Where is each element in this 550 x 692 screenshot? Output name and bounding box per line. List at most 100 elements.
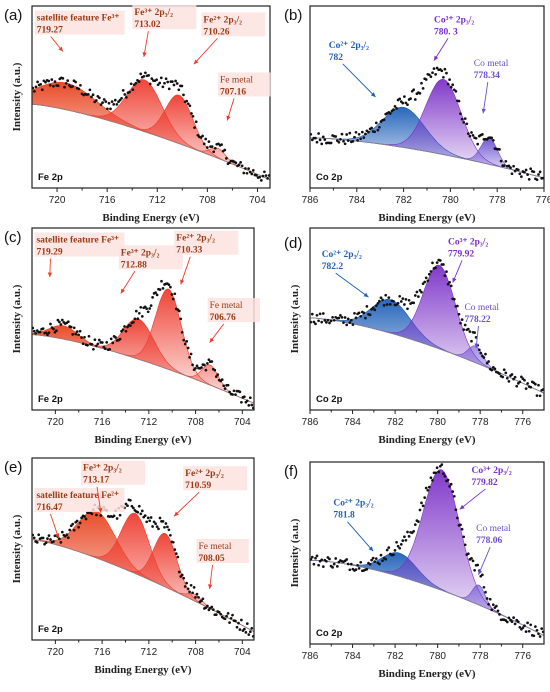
peak-title: Co³⁺ 2p₃/₂ [434, 15, 474, 25]
arrow-head [370, 92, 376, 97]
data-point [318, 138, 322, 142]
data-point [185, 340, 189, 343]
arrow-head [368, 546, 374, 552]
data-point [393, 549, 397, 552]
data-point [158, 288, 162, 291]
data-point [354, 316, 358, 320]
annotation-arrow [347, 521, 374, 552]
data-point [346, 317, 350, 321]
data-point [193, 126, 196, 129]
data-point [513, 622, 517, 626]
data-point [79, 83, 82, 87]
data-point [206, 604, 209, 608]
data-point [454, 508, 458, 512]
data-point [103, 347, 107, 351]
annotation-arrow [342, 63, 376, 98]
data-point [310, 555, 314, 559]
data-point [335, 565, 339, 568]
arrow-head [98, 507, 103, 513]
data-point [140, 315, 144, 318]
data-point [121, 328, 125, 331]
data-point [459, 321, 462, 325]
spectrum-label: Co 2p [316, 172, 343, 183]
annotation-arrow [482, 81, 489, 114]
peak-title: satellite feature Fe³⁺ [36, 236, 119, 246]
data-point [247, 633, 251, 636]
data-point [374, 304, 378, 308]
panel-a: 720 716 712 708 704 Binding Energy (eV) Intens… [4, 5, 271, 224]
plot-frame [309, 227, 545, 411]
data-point [526, 173, 529, 176]
data-point [186, 102, 190, 106]
data-point [345, 323, 349, 327]
data-point [374, 121, 378, 125]
data-point [343, 316, 347, 319]
peak-value: 706.76 [210, 313, 236, 323]
plot-frame [309, 461, 545, 645]
data-point [121, 89, 125, 92]
data-point [118, 513, 122, 517]
data-point [312, 562, 316, 566]
data-point [423, 280, 427, 284]
x-tick-label: 712 [140, 417, 157, 428]
data-point [434, 471, 437, 475]
panel-b: 786 784 782 780 778 776 Binding Energy (eV) (b)… [284, 5, 550, 224]
data-point [166, 525, 169, 529]
annotation-background [81, 460, 146, 485]
data-point [123, 93, 127, 96]
data-point [460, 318, 464, 321]
data-point [186, 587, 190, 591]
data-point [520, 175, 523, 178]
data-point [60, 530, 64, 534]
data-point [56, 84, 60, 88]
data-point [392, 553, 395, 557]
x-tick-label: 720 [47, 647, 64, 658]
data-point [52, 540, 55, 543]
data-point [427, 73, 431, 77]
data-point [523, 170, 526, 174]
panel-e: 720 716 712 708 704 Binding Energy (eV) Intens… [4, 457, 255, 676]
peak-value: 719.27 [37, 26, 63, 36]
data-point [34, 85, 38, 89]
data-point [266, 177, 269, 180]
data-point [340, 132, 344, 136]
data-point [329, 319, 333, 323]
data-point [343, 142, 347, 146]
data-point [201, 134, 204, 138]
data-point [398, 97, 402, 101]
data-points [310, 66, 544, 182]
data-point [202, 142, 206, 146]
data-point [388, 303, 392, 306]
data-point [167, 528, 171, 532]
data-point [398, 546, 402, 550]
data-point [415, 290, 419, 294]
y-axis-label: Intensity (a.u.) [289, 284, 301, 353]
peak-value: 710.33 [176, 246, 202, 256]
peak-title: Fe³⁺ 2p₃/₂ [121, 248, 160, 258]
data-point [123, 325, 126, 328]
data-point [426, 279, 430, 283]
arrow-head [180, 279, 185, 285]
data-point [512, 377, 515, 381]
data-point [403, 303, 406, 306]
data-point [504, 159, 508, 163]
data-point [228, 390, 231, 394]
data-point [52, 327, 55, 331]
peak-value: 708.05 [199, 554, 225, 564]
data-point [155, 78, 158, 82]
data-point [412, 88, 416, 92]
data-point [538, 635, 542, 638]
data-point [140, 509, 144, 513]
data-point [373, 308, 377, 312]
spectrum-label: Co 2p [316, 394, 343, 405]
data-point [413, 294, 417, 297]
data-point [482, 356, 486, 359]
peak-value: 780. 3 [434, 27, 458, 37]
data-point [381, 298, 384, 302]
data-point [331, 315, 334, 319]
data-point [225, 157, 228, 160]
annotation-background [34, 488, 125, 513]
panel-f: 786 784 782 780 778 776 Binding Energy (eV) Int… [284, 461, 545, 680]
data-point [258, 175, 262, 179]
data-point [379, 553, 383, 557]
